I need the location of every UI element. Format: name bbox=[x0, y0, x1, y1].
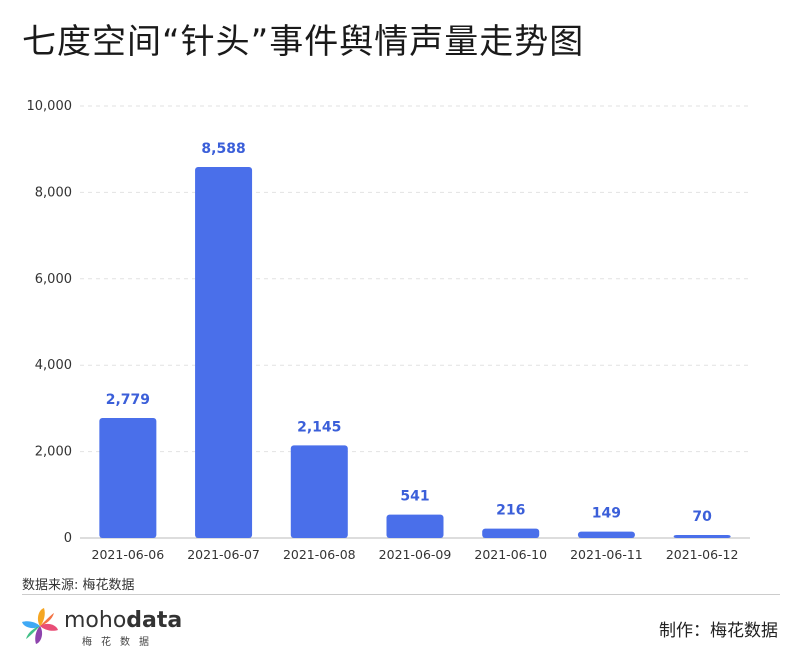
x-tick-label: 2021-06-07 bbox=[187, 547, 260, 562]
x-axis-ticks: 2021-06-06 2021-06-07 2021-06-08 2021-06-09… bbox=[92, 547, 739, 562]
x-tick-label: 2021-06-06 bbox=[92, 547, 165, 562]
data-label: 216 bbox=[496, 503, 525, 519]
pinwheel-flower-icon bbox=[22, 608, 58, 644]
x-tick-label: 2021-06-10 bbox=[474, 547, 547, 562]
x-tick-label: 2021-06-12 bbox=[666, 547, 739, 562]
bar bbox=[482, 528, 540, 538]
data-labels: 2,779 8,588 2,145 541 216 149 70 bbox=[106, 141, 712, 525]
bar bbox=[577, 531, 635, 538]
chart-title: 七度空间“针头”事件舆情声量走势图 bbox=[22, 22, 585, 62]
data-label: 2,145 bbox=[297, 419, 341, 435]
bar bbox=[673, 534, 731, 538]
data-label: 8,588 bbox=[201, 141, 245, 157]
logo-subtitle: 梅花数据 bbox=[82, 637, 158, 648]
y-axis-ticks: 0 2,000 4,000 6,000 8,000 10,000 bbox=[27, 99, 73, 546]
y-tick-label: 8,000 bbox=[35, 185, 72, 200]
x-tick-label: 2021-06-08 bbox=[283, 547, 356, 562]
bar bbox=[99, 417, 157, 538]
bars bbox=[99, 166, 731, 538]
data-label: 149 bbox=[592, 506, 621, 522]
bar bbox=[195, 166, 253, 538]
y-tick-label: 6,000 bbox=[35, 272, 72, 287]
grid-lines bbox=[80, 105, 750, 453]
data-source: 数据来源: 梅花数据 bbox=[22, 578, 135, 593]
y-tick-label: 10,000 bbox=[27, 99, 73, 114]
y-tick-label: 4,000 bbox=[35, 358, 72, 373]
bar bbox=[386, 514, 444, 538]
y-tick-label: 2,000 bbox=[35, 445, 72, 460]
data-label: 70 bbox=[692, 509, 712, 525]
x-tick-label: 2021-06-09 bbox=[379, 547, 452, 562]
y-tick-label: 0 bbox=[64, 531, 72, 546]
x-tick-label: 2021-06-11 bbox=[570, 547, 643, 562]
mohodata-logo: mohodata 梅花数据 bbox=[20, 606, 183, 648]
footer-divider bbox=[22, 594, 780, 595]
bar bbox=[290, 445, 348, 538]
maker-credit: 制作：梅花数据 bbox=[659, 621, 778, 641]
data-label: 2,779 bbox=[106, 392, 150, 408]
data-label: 541 bbox=[400, 489, 429, 505]
logo-wordmark: mohodata bbox=[64, 608, 183, 633]
